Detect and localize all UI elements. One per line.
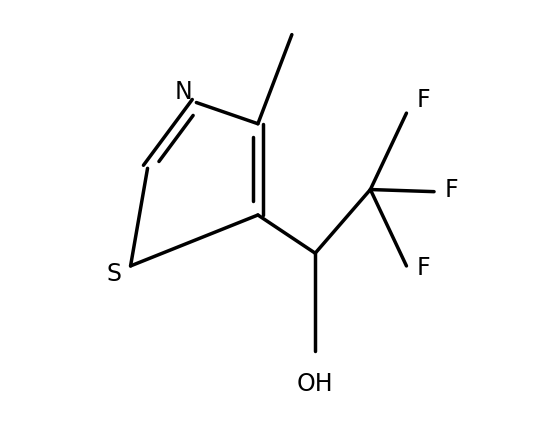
Text: OH: OH — [297, 372, 334, 396]
Text: F: F — [417, 256, 430, 280]
Text: S: S — [106, 262, 121, 286]
Text: N: N — [175, 80, 192, 104]
Text: F: F — [445, 178, 458, 202]
Text: F: F — [417, 89, 430, 112]
